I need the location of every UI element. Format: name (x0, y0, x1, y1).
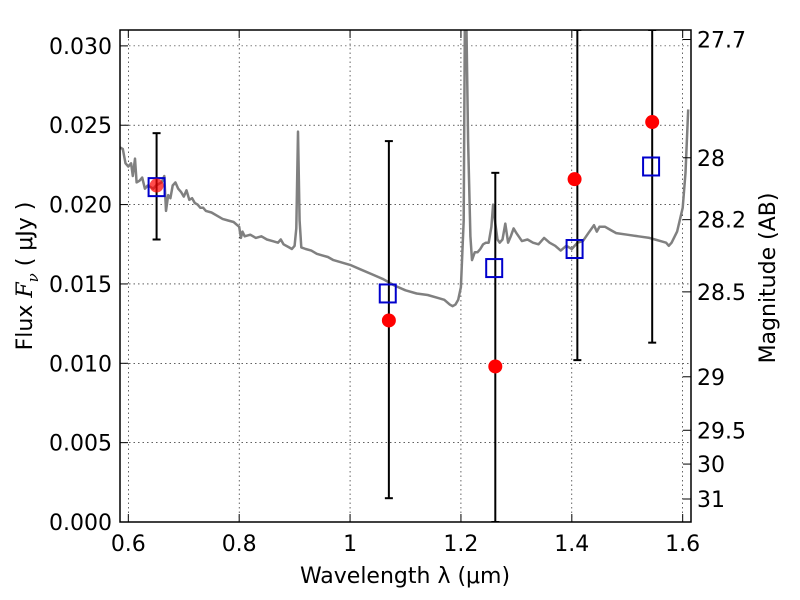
y-axis-ticks: 0.000 0.005 0.010 0.015 0.020 0.025 0.030 (49, 35, 128, 536)
grid-lines (120, 30, 691, 522)
x-axis-ticks: 0.6 0.8 1 1.2 1.4 1.6 (111, 30, 700, 557)
y-tick-label: 0.025 (49, 114, 112, 139)
square-data-point (485, 258, 504, 279)
square-data-point (147, 177, 166, 198)
x-tick-label: 1 (343, 532, 357, 557)
right-tick-label: 27.7 (697, 29, 746, 54)
y-axis-label-prefix: Flux (13, 298, 38, 351)
square-data-point (565, 239, 584, 260)
square-marker-layer (147, 156, 661, 304)
y-tick-label: 0.000 (49, 511, 112, 536)
circle-data-point (488, 359, 503, 374)
circle-data-point (645, 115, 660, 130)
model-spectrum-layer (120, 30, 690, 308)
right-tick-label: 29.5 (697, 419, 746, 444)
square-data-point (378, 283, 397, 304)
x-tick-label: 1.6 (665, 532, 700, 557)
right-axis-label: Magnitude (AB) (756, 193, 781, 364)
right-tick-label: 31 (697, 488, 725, 513)
x-tick-label: 1.4 (554, 532, 589, 557)
square-data-point (642, 156, 661, 177)
circle-data-point (567, 172, 582, 187)
right-tick-label: 29 (697, 366, 725, 391)
x-axis-label: Wavelength λ (μm) (300, 564, 510, 589)
y-tick-label: 0.030 (49, 35, 112, 60)
right-axis-ticks: 27.7 28 28.2 28.5 29 29.5 30 31 (683, 29, 746, 513)
right-tick-label: 30 (697, 453, 725, 478)
model-spectrum-line (120, 30, 690, 308)
right-tick-label: 28.5 (697, 281, 746, 306)
right-tick-label: 28.2 (697, 209, 746, 234)
circle-data-point (381, 313, 396, 328)
plot-frame (119, 29, 692, 523)
x-tick-label: 1.2 (443, 532, 478, 557)
y-tick-label: 0.015 (49, 273, 112, 298)
y-axis-label-symbol: F (13, 282, 38, 299)
y-tick-label: 0.020 (49, 194, 112, 219)
x-tick-label: 0.8 (222, 532, 257, 557)
errorbar-layer (152, 30, 657, 522)
y-tick-label: 0.010 (49, 352, 112, 377)
y-axis-label: Flux Fν ( μJy ) (13, 202, 42, 351)
circle-marker-layer (149, 115, 660, 374)
right-tick-label: 28 (697, 147, 725, 172)
x-tick-label: 0.6 (111, 532, 146, 557)
y-tick-label: 0.005 (49, 432, 112, 457)
circle-data-point (149, 178, 164, 193)
y-axis-label-subscript: ν (24, 273, 42, 282)
plot-area (120, 30, 690, 522)
y-axis-label-suffix: ( μJy ) (13, 202, 38, 274)
